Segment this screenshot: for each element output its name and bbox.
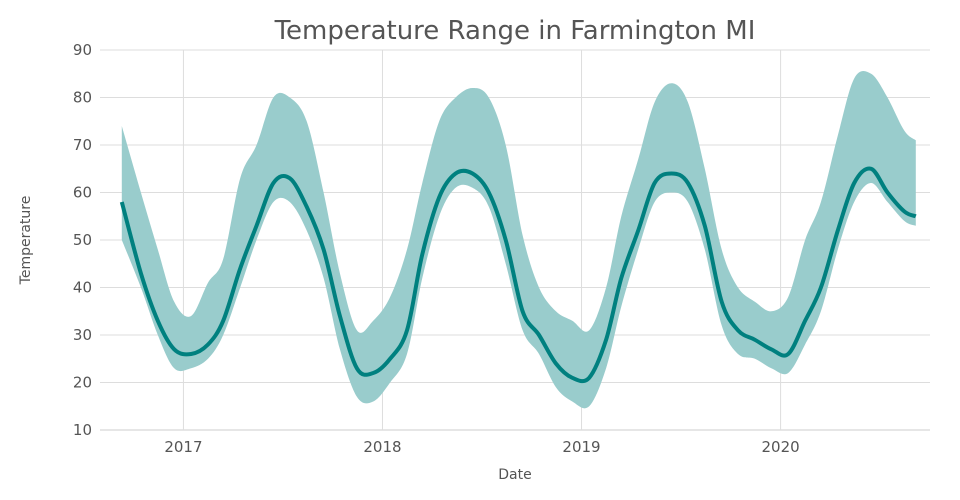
- x-tick-labels: 2017 2018 2019 2020: [164, 438, 799, 456]
- x-tick-label: 2018: [363, 438, 401, 456]
- band-layer: [121, 71, 916, 409]
- y-tick-label: 50: [73, 231, 92, 249]
- y-tick-labels: 10 20 30 40 50 60 70 80 90: [73, 41, 92, 439]
- y-tick-label: 30: [73, 326, 92, 344]
- temperature-range-band: [121, 71, 916, 409]
- y-tick-label: 60: [73, 184, 92, 202]
- x-tick-label: 2019: [562, 438, 600, 456]
- mean-temperature-line: [119, 166, 917, 384]
- y-tick-label: 70: [73, 136, 92, 154]
- y-tick-label: 10: [73, 421, 92, 439]
- y-axis-title: Temperature: [18, 196, 34, 286]
- x-axis-title: Date: [498, 467, 531, 483]
- y-tick-label: 40: [73, 279, 92, 297]
- y-tick-label: 90: [73, 41, 92, 59]
- chart-title: Temperature Range in Farmington MI: [274, 16, 756, 46]
- x-tick-label: 2020: [761, 438, 799, 456]
- y-tick-label: 20: [73, 374, 92, 392]
- y-tick-label: 80: [73, 89, 92, 107]
- line-layer: [119, 166, 917, 384]
- x-tick-label: 2017: [164, 438, 202, 456]
